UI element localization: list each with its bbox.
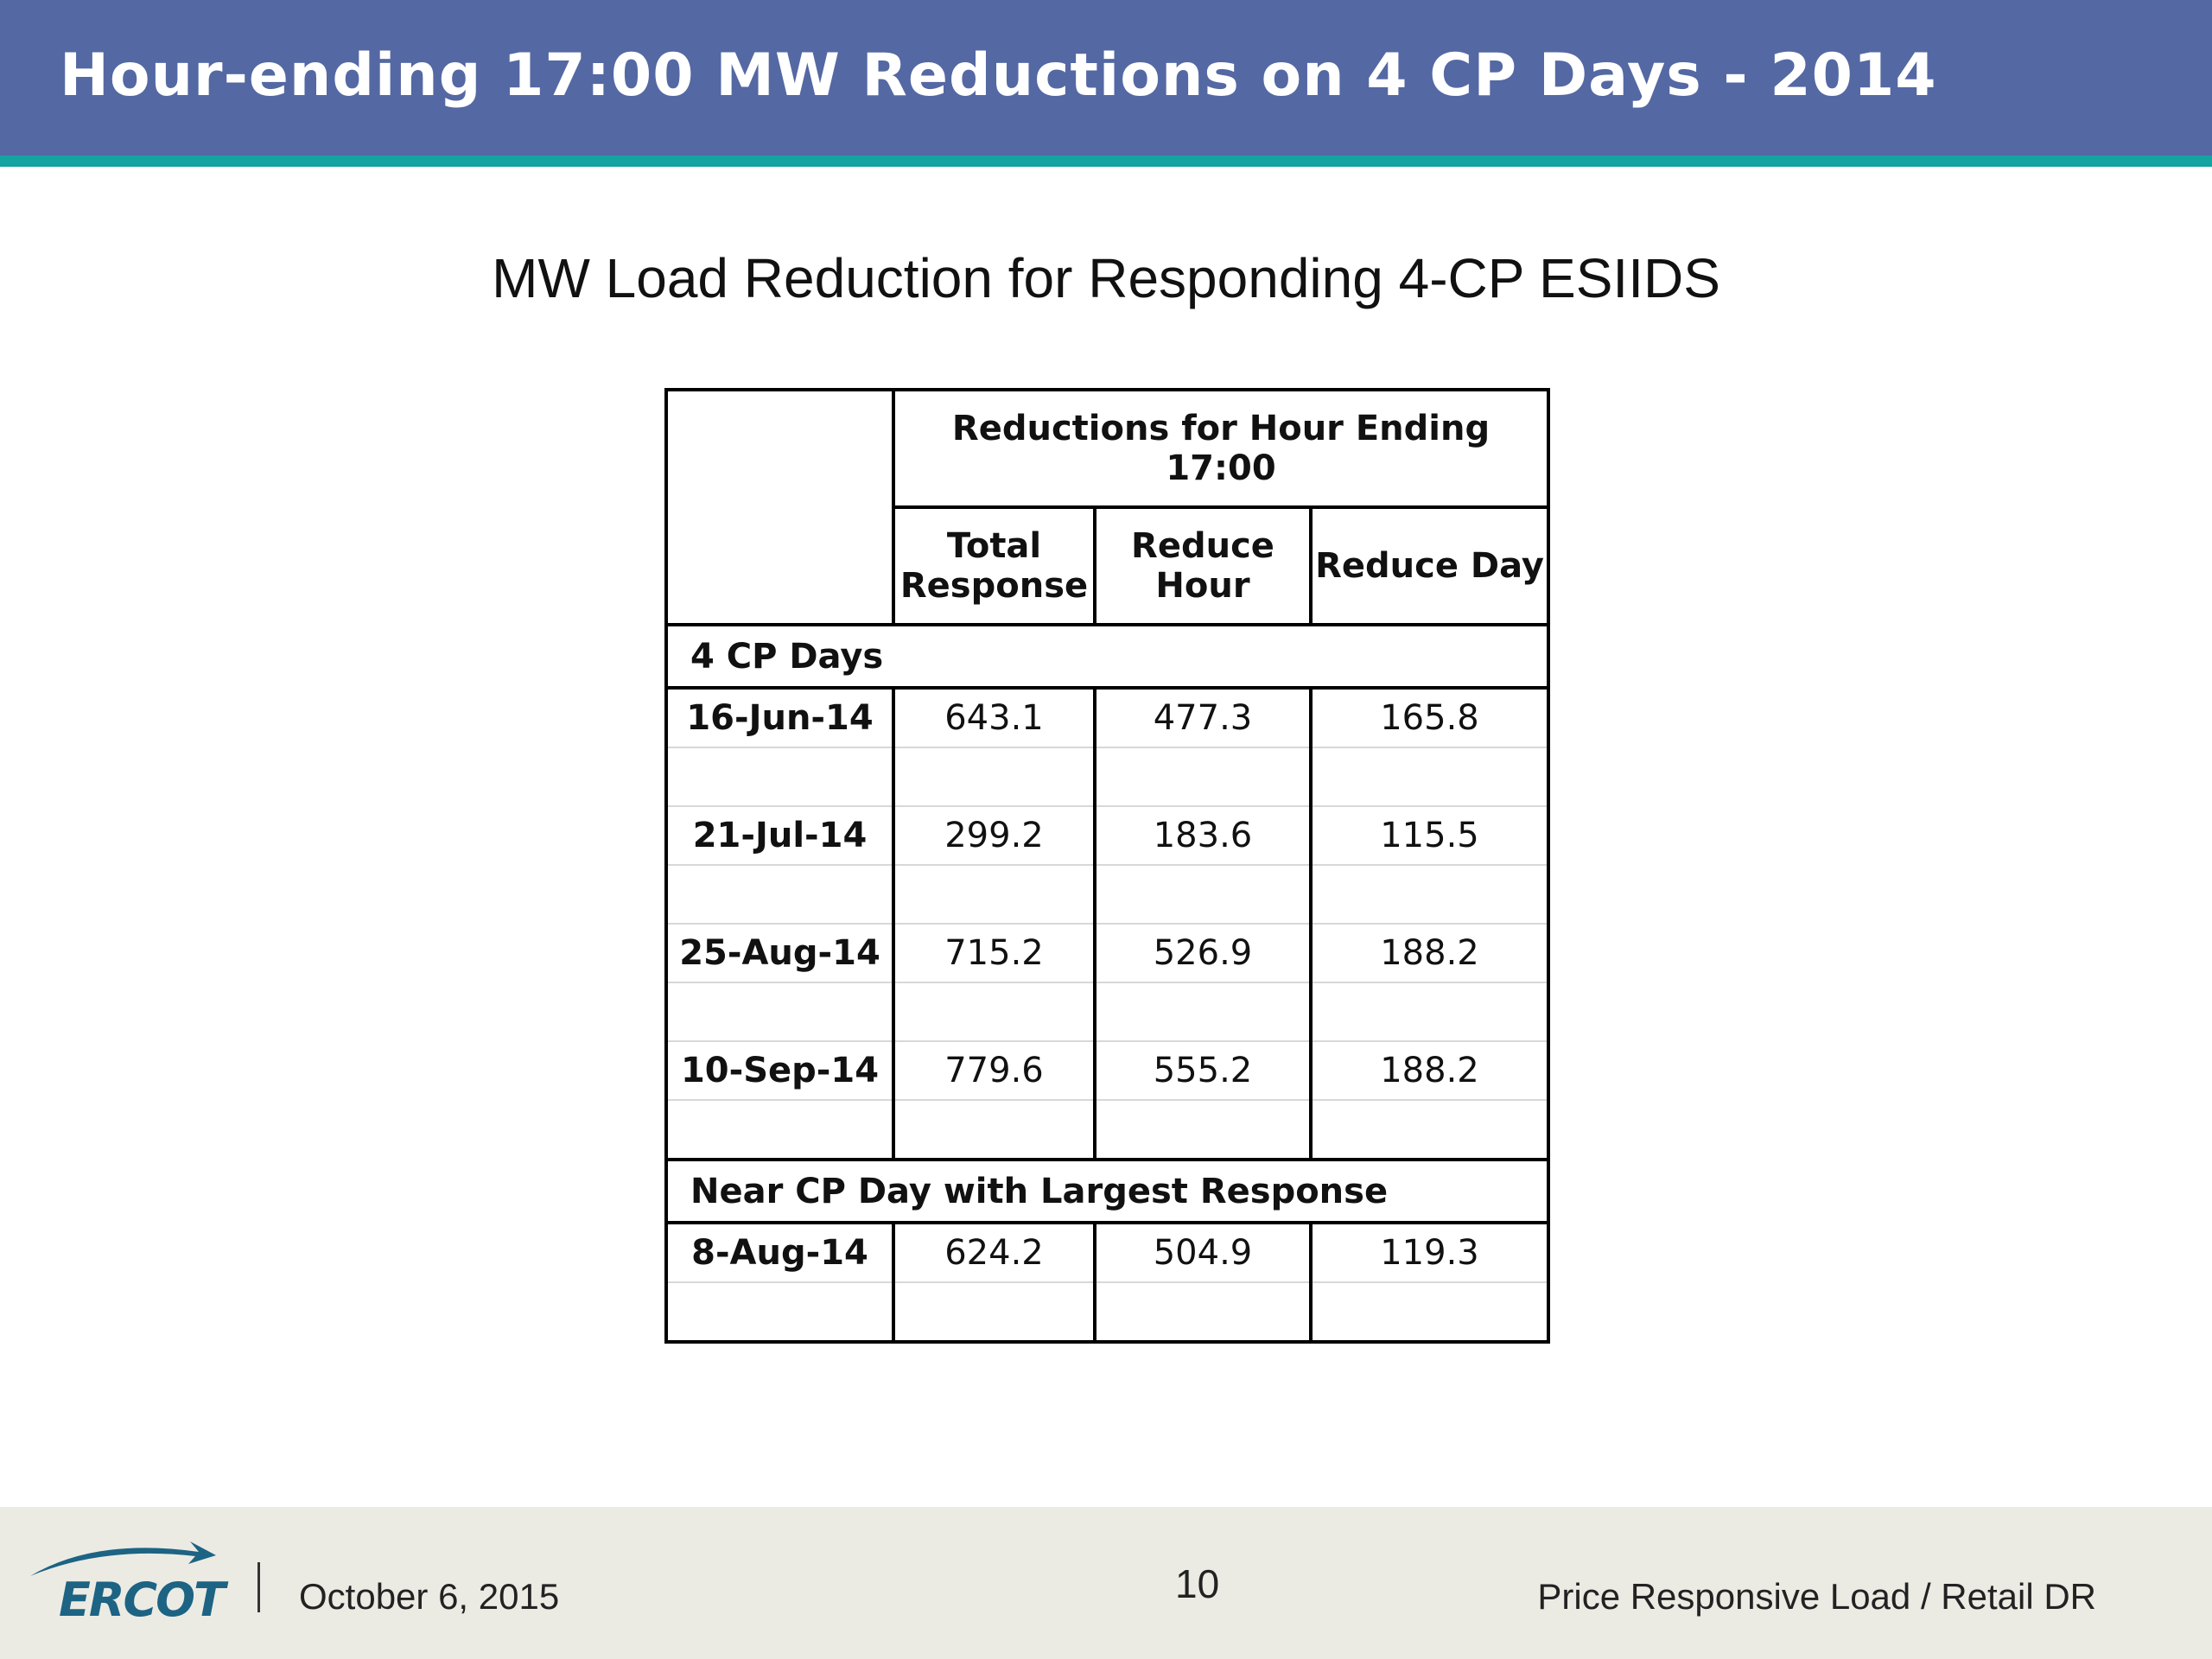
column-header: Reduce Hour [1093,505,1313,626]
footer-date: October 6, 2015 [299,1576,560,1617]
date-cell: 21-Jul-14 [664,806,895,866]
footer: ERCOT October 6, 2015 10 Price Responsiv… [0,1507,2212,1659]
empty-cell [1309,747,1550,807]
value-cell: 504.9 [1093,1223,1313,1283]
date-cell: 25-Aug-14 [664,924,895,983]
value-cell: 779.6 [892,1041,1096,1101]
subtitle: MW Load Reduction for Responding 4-CP ES… [492,247,1720,309]
empty-cell [1093,747,1313,807]
data-row: 16-Jun-14 643.1 477.3 165.8 [664,688,1550,748]
logo-text: ERCOT [59,1573,226,1627]
empty-cell [664,865,895,925]
date-cell: 8-Aug-14 [664,1223,895,1283]
logo-swoosh [30,1541,216,1576]
footer-topic: Price Responsive Load / Retail DR [1537,1576,2096,1617]
header-row: Total Response Reduce Hour Reduce Day [666,505,1550,626]
date-cell: 10-Sep-14 [664,1041,895,1101]
spacer-row [664,865,1550,925]
empty-cell [1093,1100,1313,1161]
spacer-row [664,1100,1550,1161]
column-header: Total Response [892,505,1096,626]
empty-cell [1093,982,1313,1042]
value-cell: 555.2 [1093,1041,1313,1101]
section-label: 4 CP Days [664,623,1550,690]
value-cell: 119.3 [1309,1223,1550,1283]
value-cell: 188.2 [1309,924,1550,983]
empty-cell [664,1100,895,1161]
data-row: 8-Aug-14 624.2 504.9 119.3 [664,1223,1550,1283]
value-cell: 165.8 [1309,688,1550,748]
value-cell: 624.2 [892,1223,1096,1283]
empty-cell [892,1100,1096,1161]
empty-cell [1093,1282,1313,1344]
value-cell: 183.6 [1093,806,1313,866]
data-row: 10-Sep-14 779.6 555.2 188.2 [664,1041,1550,1101]
empty-cell [1309,1100,1550,1161]
value-cell: 299.2 [892,806,1096,866]
spacer-row [664,1282,1550,1344]
empty-cell [1309,865,1550,925]
value-cell: 477.3 [1093,688,1313,748]
date-cell: 16-Jun-14 [664,688,895,748]
spacer-row [664,982,1550,1042]
spacer-row [664,747,1550,807]
data-table: Reductions for Hour Ending 17:00 Total Re… [664,388,1550,1344]
value-cell: 115.5 [1309,806,1550,866]
empty-cell [664,747,895,807]
empty-cell [664,1282,895,1344]
empty-cell [892,865,1096,925]
value-cell: 715.2 [892,924,1096,983]
value-cell: 188.2 [1309,1041,1550,1101]
value-cell: 643.1 [892,688,1096,748]
empty-cell [1309,1282,1550,1344]
section-row: 4 CP Days [664,623,1550,690]
empty-cell [664,982,895,1042]
section-row: Near CP Day with Largest Response [664,1158,1550,1224]
slide-title: Hour-ending 17:00 MW Reductions on 4 CP … [60,41,1937,110]
empty-cell [892,747,1096,807]
separator [257,1562,260,1612]
data-row: 21-Jul-14 299.2 183.6 115.5 [664,806,1550,866]
header-bar: Hour-ending 17:00 MW Reductions on 4 CP … [0,0,2212,167]
data-row: 25-Aug-14 715.2 526.9 188.2 [664,924,1550,983]
empty-cell [1309,982,1550,1042]
empty-cell [1093,865,1313,925]
column-header: Reduce Day [1309,505,1550,626]
group-header: Reductions for Hour Ending 17:00 [892,388,1550,509]
empty-cell [892,1282,1096,1344]
header-row: Reductions for Hour Ending 17:00 [664,388,1550,626]
value-cell: 526.9 [1093,924,1313,983]
section-label: Near CP Day with Largest Response [664,1158,1550,1224]
page-number: 10 [1175,1561,1220,1606]
empty-cell [892,982,1096,1042]
corner-cell [664,388,895,626]
